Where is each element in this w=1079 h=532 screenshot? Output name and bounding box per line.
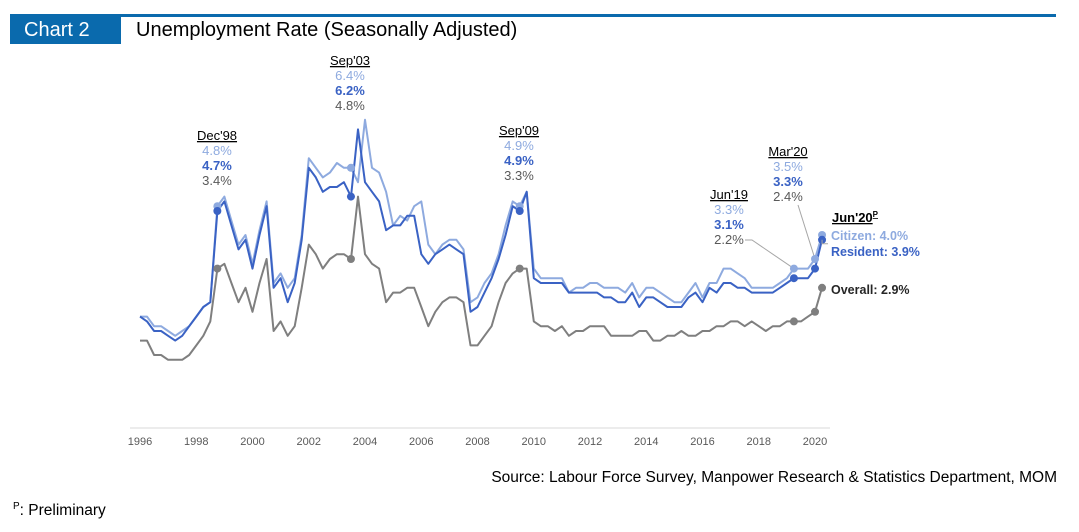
x-tick-label: 2000 [240,436,264,448]
annotations: Dec'984.8%4.7%3.4%Sep'036.4%6.2%4.8%Sep'… [197,53,820,326]
data-point-overall [789,317,798,326]
data-point-citizen [789,264,798,273]
annotation-resident: 4.7% [202,158,232,173]
data-point-overall [515,264,524,273]
series-line-resident [139,128,823,342]
x-tick-label: 2004 [353,436,377,448]
leader-line [745,239,795,270]
x-tick-label: 2006 [409,436,433,448]
annotation-period: Sep'03 [330,53,370,68]
data-point-overall [811,307,820,316]
leader-line [797,204,816,260]
annotation-citizen: 3.3% [714,202,744,217]
annotation-resident: 6.2% [335,83,365,98]
series-line-overall [140,195,823,361]
data-point-overall [346,255,355,263]
x-tick-label: 2008 [465,436,489,448]
footnote-mark: P [13,501,20,512]
source-note: Source: Labour Force Survey, Manpower Re… [491,469,1057,486]
x-tick-label: 2014 [634,436,658,448]
annotation-overall: 3.4% [202,173,232,188]
annotation-period: Mar'20 [768,144,807,159]
data-point-resident [213,207,222,215]
end-label-resident: Resident: 3.9% [831,245,920,259]
leader-line [821,239,828,245]
annotation-resident: 3.1% [714,217,744,232]
annotation-overall: 4.8% [335,98,365,113]
annotation-citizen: 3.5% [773,159,803,174]
annotation-resident: 3.3% [773,174,803,189]
x-tick-label: 2020 [803,436,827,448]
data-point-resident [789,274,798,283]
data-point-citizen [811,255,820,263]
annotation-overall: 3.3% [504,168,534,183]
annotation-citizen: 4.8% [202,143,232,158]
end-label-citizen: Citizen: 4.0% [831,229,908,243]
footnote-text: : Preliminary [19,502,106,520]
header-rule [10,14,1056,17]
annotation-period: Dec'98 [197,128,237,143]
chart-title: Unemployment Rate (Seasonally Adjusted) [136,19,518,41]
end-period-label: Jun'20P [832,210,879,225]
data-point-resident [346,192,355,201]
end-label-overall: Overall: 2.9% [831,283,910,297]
chart-number-tag: Chart 2 [10,17,121,44]
series-lines [139,118,823,361]
annotation-overall: 2.4% [773,189,803,204]
x-tick-label: 2010 [522,436,546,448]
x-tick-label: 1996 [128,436,152,448]
footnote: P: Preliminary [13,501,106,520]
x-tick-labels: 1996 1998 2000 2002 2004 2006 2008 2010 2012 2014… [128,436,827,448]
end-point-overall [818,283,827,292]
annotation-citizen: 6.4% [335,68,365,83]
data-point-overall [213,264,222,273]
end-labels: Jun'20P Citizen: 4.0% Resident: 3.9% Overal… [818,210,920,297]
annotation-period: Sep'09 [499,123,539,138]
x-tick-label: 1998 [184,436,208,448]
x-tick-label: 2002 [297,436,321,448]
data-point-resident [515,207,524,215]
data-point-resident [811,264,820,273]
annotation-period: Jun'19 [710,187,748,202]
annotation-resident: 4.9% [504,153,534,168]
x-tick-label: 2016 [690,436,714,448]
x-tick-label: 2018 [747,436,771,448]
annotation-overall: 2.2% [714,232,744,247]
preliminary-mark: P [873,210,879,219]
x-tick-label: 2012 [578,436,602,448]
annotation-citizen: 4.9% [504,138,534,153]
data-point-citizen [346,163,355,172]
